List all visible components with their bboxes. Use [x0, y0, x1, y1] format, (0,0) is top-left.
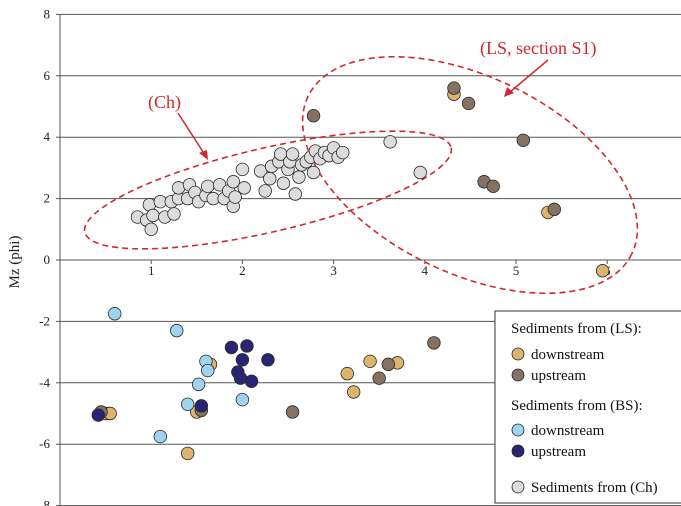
data-point-ls-down	[363, 354, 377, 369]
data-point-bs-up	[194, 399, 209, 413]
data-point-bs-down	[180, 397, 195, 411]
y-tick-label: -4	[39, 375, 50, 390]
data-point-ch	[276, 176, 291, 190]
data-point-ls-up	[306, 109, 321, 123]
y-tick-label: 8	[44, 6, 51, 21]
legend-marker-ch	[511, 480, 525, 494]
legend-group-bs-title: Sediments from (BS):	[511, 398, 643, 414]
data-point-bs-up	[91, 408, 106, 422]
data-point-ch	[306, 165, 321, 180]
data-point-ls-down	[340, 366, 354, 381]
data-point-ch	[285, 147, 300, 161]
x-tick-label: 4	[422, 263, 429, 278]
data-point-ch	[167, 207, 181, 221]
legend-marker-ls-downstream	[511, 347, 525, 361]
data-point-ch	[258, 184, 272, 198]
data-point-ls-up	[381, 357, 396, 372]
data-point-ls-up	[461, 96, 476, 111]
legend-label-bs-upstream: upstream	[531, 444, 586, 460]
y-axis-label: Mz (phi)	[7, 236, 23, 289]
data-point-ch	[144, 222, 158, 237]
data-point-ch	[201, 179, 215, 194]
legend-marker-bs-upstream	[511, 444, 525, 458]
data-point-bs-down	[191, 377, 206, 392]
y-tick-label: 6	[44, 68, 51, 83]
annotation-ch: (Ch)	[148, 92, 181, 113]
data-point-ch	[413, 165, 427, 180]
legend-box	[494, 310, 681, 504]
data-point-ls-down	[180, 446, 195, 461]
data-point-ch	[383, 135, 397, 149]
x-tick-label: 1	[148, 263, 155, 278]
legend-label-ch: Sediments from (Ch)	[531, 480, 658, 496]
data-point-ls-up	[285, 405, 300, 419]
y-tick-label: -8	[39, 498, 50, 506]
x-tick-label: 3	[330, 263, 337, 278]
data-point-bs-down	[170, 323, 184, 338]
data-point-bs-down	[201, 363, 215, 378]
annotation-ch-arrowhead	[199, 150, 208, 160]
data-point-ch	[235, 162, 250, 177]
data-point-bs-up	[261, 353, 275, 367]
data-points	[91, 81, 610, 461]
data-point-bs-up	[244, 374, 259, 388]
data-point-bs-down	[153, 429, 168, 444]
data-point-ch	[146, 208, 160, 223]
legend-marker-ls-upstream	[511, 368, 525, 382]
data-point-ch	[292, 170, 306, 184]
x-tick-label: 2	[239, 263, 246, 278]
data-point-ls-up	[547, 202, 562, 217]
data-point-ch	[228, 190, 242, 204]
x-tick-label: 5	[513, 263, 520, 278]
grid-lines	[56, 13, 681, 506]
ls-region-ellipse	[301, 55, 639, 295]
annotation-ls-arrowhead	[504, 87, 514, 97]
axes	[59, 14, 681, 506]
data-point-bs-up	[240, 339, 254, 353]
legend-marker-bs-downstream	[511, 423, 525, 437]
data-point-ls-up	[427, 336, 441, 350]
annotation-ch-arrow	[177, 112, 206, 156]
y-tick-label: -6	[39, 436, 50, 451]
data-point-bs-down	[235, 392, 250, 407]
legend-group-ls-title: Sediments from (LS):	[511, 321, 642, 337]
data-point-ch	[288, 187, 302, 201]
y-tick-labels: -8 -6 -4 -2 0 2 4 6 8	[39, 6, 50, 506]
data-point-ch	[263, 171, 277, 186]
y-tick-label: 4	[44, 129, 51, 144]
data-point-ls-up	[486, 179, 500, 194]
data-point-ls-up	[516, 133, 530, 147]
x-tick-labels: 123456	[148, 263, 611, 278]
y-tick-label: 2	[44, 191, 51, 206]
data-point-ch	[226, 175, 240, 189]
data-point-ls-up	[447, 81, 461, 95]
data-point-ls-down	[595, 264, 610, 278]
data-point-bs-down	[108, 307, 122, 321]
data-point-ls-up	[372, 371, 386, 385]
annotation-ls: (LS, section S1)	[480, 38, 597, 59]
data-point-ch	[336, 145, 350, 160]
y-tick-label: -2	[39, 313, 50, 328]
legend-label-ls-downstream: downstream	[531, 347, 605, 363]
y-tick-label: 0	[44, 252, 51, 267]
legend-label-ls-upstream: upstream	[531, 368, 586, 384]
legend: Sediments from (LS): downstream upstream…	[494, 310, 681, 504]
data-point-bs-up	[235, 353, 250, 367]
data-point-ls-down	[346, 385, 361, 399]
annotation-ls-arrow	[509, 59, 549, 93]
data-point-ch	[237, 181, 251, 195]
ch-region-ellipse	[83, 130, 453, 250]
legend-label-bs-downstream: downstream	[531, 423, 605, 439]
data-point-bs-up	[224, 340, 239, 355]
